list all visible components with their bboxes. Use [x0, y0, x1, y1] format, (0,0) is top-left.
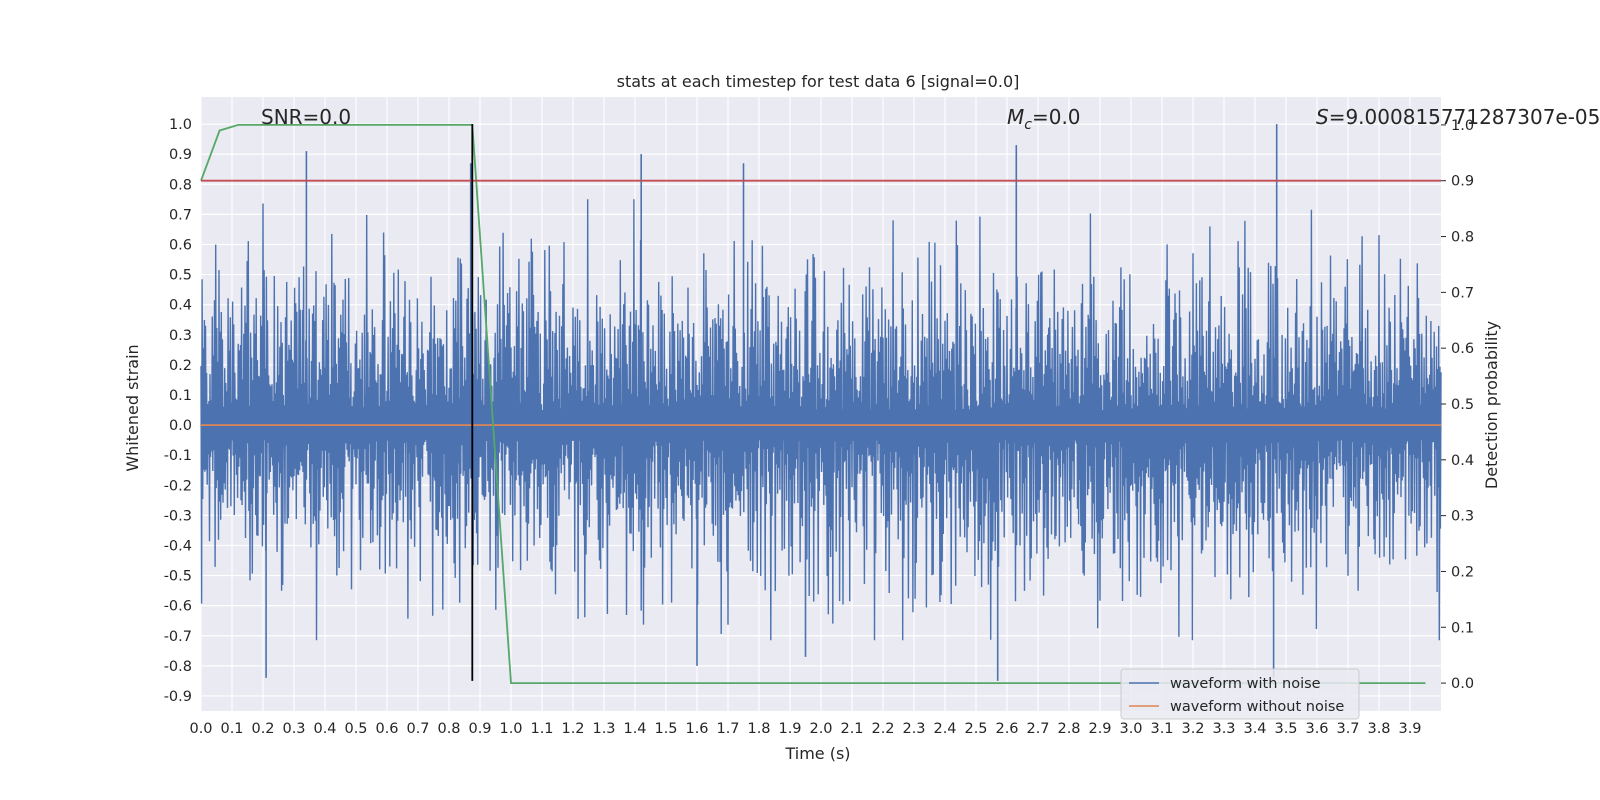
x-tick-label: 2.0: [809, 721, 832, 737]
y-tick-label: 0.4: [169, 298, 192, 314]
x-tick-label: 1.7: [716, 721, 739, 737]
x-tick-label: 1.2: [561, 721, 584, 737]
y-tick-label: -0.1: [164, 448, 192, 464]
series-detection-probability: [200, 124, 1426, 684]
y-tick-label: 0.2: [169, 358, 192, 374]
y-tick-label: -0.5: [164, 569, 192, 585]
x-tick-label: 2.6: [995, 721, 1018, 737]
x-tick-label: 1.6: [685, 721, 708, 737]
x-tick-label: 2.7: [1026, 721, 1049, 737]
x-tick-label: 1.9: [778, 721, 801, 737]
y-tick-label: 0.7: [169, 207, 192, 223]
y-tick-label: -0.8: [164, 659, 192, 675]
x-tick-label: 3.6: [1305, 721, 1328, 737]
x-tick-label: 1.4: [623, 721, 646, 737]
y-tick-label: 0.3: [169, 328, 192, 344]
y-tick-label: -0.2: [164, 478, 192, 494]
legend: waveform with noise waveform without noi…: [1120, 668, 1360, 720]
x-axis-label: Time (s): [784, 744, 850, 763]
overlay-lines: [200, 124, 1441, 684]
y2-axis-label: Detection probability: [1482, 321, 1501, 489]
y2-tick-label: 0.4: [1451, 453, 1474, 469]
x-tick-label: 0.9: [468, 721, 491, 737]
y-tick-label: -0.7: [164, 629, 192, 645]
s-annotation: S=9.000815771287307e-05: [1316, 105, 1600, 129]
x-tick-labels: 0.0 0.1 0.2 0.3 0.4 0.5 0.6 0.7 0.8 0.9 1.0 1.1 1.2 1…: [189, 721, 1421, 737]
x-tick-label: 0.3: [282, 721, 305, 737]
mc-value: =0.0: [1032, 105, 1081, 129]
x-tick-label: 3.9: [1398, 721, 1421, 737]
y2-tick-label: 1.0: [1451, 118, 1474, 134]
y2-tick-label: 0.6: [1451, 341, 1474, 357]
legend-box: [1120, 668, 1360, 720]
y-tick-label: -0.9: [164, 689, 192, 705]
x-tick-label: 0.0: [189, 721, 212, 737]
series-waveform-with-noise: [200, 124, 1442, 681]
y2-tick-labels: 1.0 0.9 0.8 0.7 0.6 0.5 0.4 0.3 0.2 0.1 0.0: [1441, 118, 1474, 692]
y2-tick-label: 0.1: [1451, 620, 1474, 636]
y-tick-label: 0.0: [169, 418, 192, 434]
legend-label-noise: waveform with noise: [1170, 676, 1321, 692]
x-tick-label: 1.0: [499, 721, 522, 737]
x-tick-label: 0.1: [220, 721, 243, 737]
y2-tick-label: 0.8: [1451, 230, 1474, 246]
mc-symbol: M: [1007, 105, 1024, 129]
y-tick-labels: 1.0 0.9 0.8 0.7 0.6 0.5 0.4 0.3 0.2 0.1 0.0 -0.1 -0.…: [164, 117, 192, 705]
x-tick-label: 2.9: [1088, 721, 1111, 737]
x-tick-label: 3.2: [1181, 721, 1204, 737]
x-tick-label: 2.1: [840, 721, 863, 737]
y-tick-label: 0.9: [169, 147, 192, 163]
x-tick-label: 3.5: [1274, 721, 1297, 737]
s-value: =9.000815771287307e-05: [1329, 105, 1600, 129]
x-tick-label: 0.6: [375, 721, 398, 737]
y2-tick-label: 0.0: [1451, 676, 1474, 692]
y-tick-label: 0.8: [169, 177, 192, 193]
snr-annotation: SNR=0.0: [261, 105, 351, 129]
y-tick-label: -0.3: [164, 508, 192, 524]
y-tick-label: 1.0: [169, 117, 192, 133]
x-tick-label: 1.3: [592, 721, 615, 737]
x-tick-label: 3.7: [1336, 721, 1359, 737]
x-tick-label: 0.2: [251, 721, 274, 737]
chart-title: stats at each timestep for test data 6 […: [617, 72, 1020, 91]
x-tick-label: 3.1: [1150, 721, 1173, 737]
x-tick-label: 2.5: [964, 721, 987, 737]
x-tick-label: 3.3: [1212, 721, 1235, 737]
y-axis-label: Whitened strain: [123, 344, 142, 471]
x-tick-label: 3.4: [1243, 721, 1266, 737]
x-tick-label: 3.0: [1119, 721, 1142, 737]
y-tick-label: -0.4: [164, 538, 192, 554]
x-tick-label: 2.3: [902, 721, 925, 737]
x-tick-label: 2.2: [871, 721, 894, 737]
y2-tick-label: 0.9: [1451, 174, 1474, 190]
y-tick-label: 0.1: [169, 388, 192, 404]
x-tick-label: 0.5: [344, 721, 367, 737]
x-tick-label: 0.7: [406, 721, 429, 737]
x-tick-label: 2.4: [933, 721, 956, 737]
y-tick-label: 0.6: [169, 237, 192, 253]
x-tick-label: 2.8: [1057, 721, 1080, 737]
y2-tick-label: 0.2: [1451, 564, 1474, 580]
x-tick-label: 1.5: [654, 721, 677, 737]
y-tick-label: -0.6: [164, 599, 192, 615]
x-tick-label: 1.1: [530, 721, 553, 737]
x-tick-label: 1.8: [747, 721, 770, 737]
y2-tick-label: 0.3: [1451, 509, 1474, 525]
chirp-mass-annotation: Mc=0.0: [1007, 105, 1081, 133]
y2-tick-label: 0.7: [1451, 285, 1474, 301]
x-tick-label: 3.8: [1367, 721, 1390, 737]
y-tick-label: 0.5: [169, 268, 192, 284]
noise-trace: [200, 199, 1442, 641]
mc-subscript: c: [1024, 117, 1032, 133]
x-tick-label: 0.8: [437, 721, 460, 737]
legend-label-clean: waveform without noise: [1170, 699, 1344, 715]
y2-tick-label: 0.5: [1451, 397, 1474, 413]
x-tick-label: 0.4: [313, 721, 336, 737]
s-symbol: S: [1316, 105, 1329, 129]
